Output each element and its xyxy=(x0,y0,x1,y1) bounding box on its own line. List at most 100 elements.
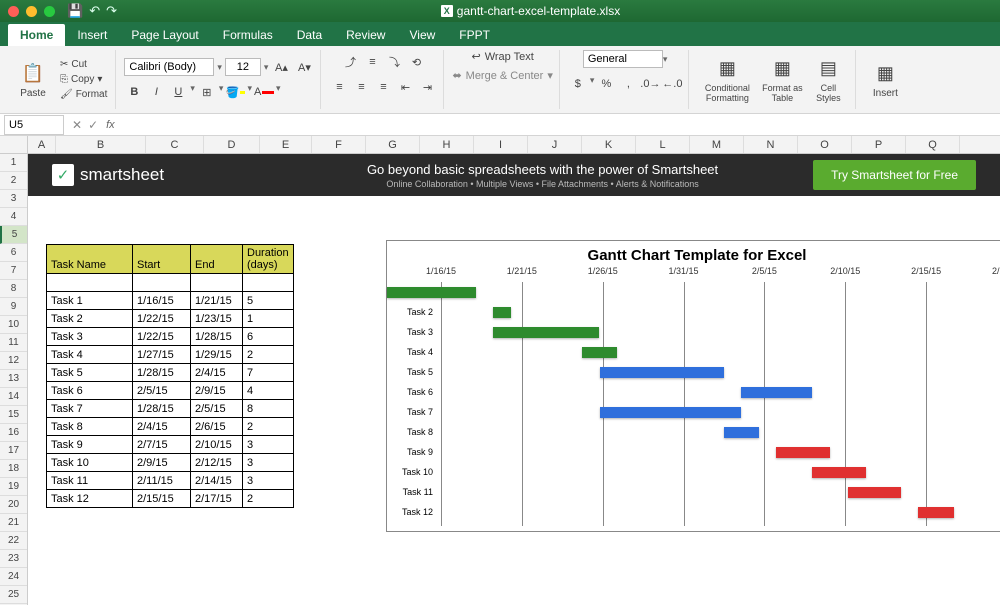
wrap-text-button[interactable]: ↩Wrap Text xyxy=(471,50,533,63)
tab-page-layout[interactable]: Page Layout xyxy=(119,24,210,46)
accept-formula-button[interactable]: ✓ xyxy=(88,118,98,132)
row-header[interactable]: 14 xyxy=(0,388,27,406)
table-cell[interactable]: Task 12 xyxy=(47,490,133,508)
table-cell[interactable] xyxy=(133,274,191,292)
table-cell[interactable]: 1/28/15 xyxy=(191,328,243,346)
row-header[interactable]: 18 xyxy=(0,460,27,478)
row-header[interactable]: 23 xyxy=(0,550,27,568)
minimize-button[interactable] xyxy=(26,6,37,17)
close-button[interactable] xyxy=(8,6,19,17)
column-header[interactable]: G xyxy=(366,136,420,153)
number-format-select[interactable] xyxy=(583,50,663,68)
table-cell[interactable]: 2/12/15 xyxy=(191,454,243,472)
table-cell[interactable]: Task 1 xyxy=(47,292,133,310)
format-painter-button[interactable]: 🖌Format xyxy=(58,88,109,101)
table-cell[interactable]: 2/14/15 xyxy=(191,472,243,490)
increase-decimal-button[interactable]: .0→ xyxy=(640,75,660,93)
align-bottom-button[interactable]: ⤵ xyxy=(384,53,404,71)
table-cell[interactable]: Task 7 xyxy=(47,400,133,418)
column-header[interactable]: L xyxy=(636,136,690,153)
table-cell[interactable]: Task 9 xyxy=(47,436,133,454)
table-cell[interactable]: 3 xyxy=(243,472,294,490)
row-header[interactable]: 1 xyxy=(0,154,27,172)
column-header[interactable]: K xyxy=(582,136,636,153)
column-header[interactable]: O xyxy=(798,136,852,153)
table-cell[interactable]: 2 xyxy=(243,346,294,364)
table-cell[interactable]: 2/4/15 xyxy=(133,418,191,436)
shrink-font-button[interactable]: A▾ xyxy=(294,58,314,76)
table-cell[interactable]: 1/29/15 xyxy=(191,346,243,364)
select-all-corner[interactable] xyxy=(0,136,28,153)
row-header[interactable]: 3 xyxy=(0,190,27,208)
table-cell[interactable]: 1/28/15 xyxy=(133,364,191,382)
column-header[interactable]: C xyxy=(146,136,204,153)
underline-button[interactable]: U xyxy=(168,83,188,101)
table-cell[interactable]: 2/5/15 xyxy=(191,400,243,418)
table-cell[interactable]: 7 xyxy=(243,364,294,382)
copy-button[interactable]: ⎘Copy ▾ xyxy=(58,73,109,86)
row-header[interactable]: 17 xyxy=(0,442,27,460)
column-header[interactable]: H xyxy=(420,136,474,153)
align-middle-button[interactable]: ≡ xyxy=(362,53,382,71)
table-cell[interactable]: 1/21/15 xyxy=(191,292,243,310)
column-header[interactable]: D xyxy=(204,136,260,153)
orientation-button[interactable]: ⟲ xyxy=(406,53,426,71)
table-cell[interactable]: 2/9/15 xyxy=(133,454,191,472)
column-header[interactable]: N xyxy=(744,136,798,153)
table-cell[interactable]: Task 3 xyxy=(47,328,133,346)
column-header[interactable]: M xyxy=(690,136,744,153)
font-color-button[interactable]: A xyxy=(254,83,274,101)
font-name-select[interactable] xyxy=(124,58,214,76)
table-cell[interactable]: Task 5 xyxy=(47,364,133,382)
fill-color-button[interactable]: 🪣 xyxy=(225,83,245,101)
table-cell[interactable]: 2/5/15 xyxy=(133,382,191,400)
border-button[interactable]: ⊞ xyxy=(197,83,217,101)
align-top-button[interactable]: ⤴ xyxy=(340,53,360,71)
column-header[interactable]: B xyxy=(56,136,146,153)
table-cell[interactable]: 2/17/15 xyxy=(191,490,243,508)
row-header[interactable]: 13 xyxy=(0,370,27,388)
table-cell[interactable]: 8 xyxy=(243,400,294,418)
align-right-button[interactable]: ≡ xyxy=(373,78,393,96)
row-header[interactable]: 21 xyxy=(0,514,27,532)
row-header[interactable]: 22 xyxy=(0,532,27,550)
table-cell[interactable]: 2 xyxy=(243,418,294,436)
table-cell[interactable]: 2/4/15 xyxy=(191,364,243,382)
format-as-table-button[interactable]: ▦Format as Table xyxy=(761,51,803,109)
tab-view[interactable]: View xyxy=(397,24,447,46)
comma-button[interactable]: , xyxy=(618,75,638,93)
table-cell[interactable]: 2/10/15 xyxy=(191,436,243,454)
cut-button[interactable]: Cut xyxy=(58,58,109,71)
table-cell[interactable]: 1/16/15 xyxy=(133,292,191,310)
column-header[interactable]: Q xyxy=(906,136,960,153)
row-header[interactable]: 10 xyxy=(0,316,27,334)
table-cell[interactable]: 2/11/15 xyxy=(133,472,191,490)
column-header[interactable]: A xyxy=(28,136,56,153)
redo-icon[interactable]: ↷ xyxy=(106,3,117,19)
column-header[interactable]: E xyxy=(260,136,312,153)
tab-formulas[interactable]: Formulas xyxy=(211,24,285,46)
row-header[interactable]: 15 xyxy=(0,406,27,424)
row-header[interactable]: 12 xyxy=(0,352,27,370)
row-header[interactable]: 5 xyxy=(0,226,27,244)
row-header[interactable]: 4 xyxy=(0,208,27,226)
tab-fppt[interactable]: FPPT xyxy=(447,24,502,46)
row-header[interactable]: 7 xyxy=(0,262,27,280)
table-cell[interactable]: Task 4 xyxy=(47,346,133,364)
cells-area[interactable]: ✓ smartsheet Go beyond basic spreadsheet… xyxy=(28,154,1000,605)
indent-increase-button[interactable]: ⇥ xyxy=(417,78,437,96)
row-header[interactable]: 25 xyxy=(0,586,27,604)
table-cell[interactable]: Task 2 xyxy=(47,310,133,328)
table-cell[interactable]: 4 xyxy=(243,382,294,400)
table-cell[interactable]: 1/27/15 xyxy=(133,346,191,364)
table-cell[interactable]: 3 xyxy=(243,454,294,472)
row-header[interactable]: 6 xyxy=(0,244,27,262)
paste-button[interactable]: 📋 Paste xyxy=(12,51,54,109)
insert-cells-button[interactable]: ▦Insert xyxy=(864,51,906,109)
align-left-button[interactable]: ≡ xyxy=(329,78,349,96)
try-smartsheet-button[interactable]: Try Smartsheet for Free xyxy=(813,160,976,190)
table-cell[interactable]: Task 10 xyxy=(47,454,133,472)
cancel-formula-button[interactable]: ✕ xyxy=(72,118,82,132)
font-size-select[interactable] xyxy=(225,58,261,76)
table-cell[interactable]: 2/15/15 xyxy=(133,490,191,508)
